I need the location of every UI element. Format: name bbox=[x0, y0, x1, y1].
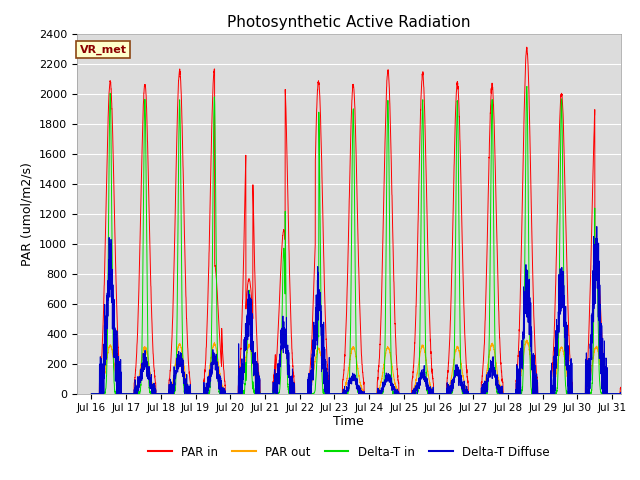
Legend: PAR in, PAR out, Delta-T in, Delta-T Diffuse: PAR in, PAR out, Delta-T in, Delta-T Dif… bbox=[143, 441, 554, 463]
X-axis label: Time: Time bbox=[333, 415, 364, 428]
Title: Photosynthetic Active Radiation: Photosynthetic Active Radiation bbox=[227, 15, 470, 30]
Text: VR_met: VR_met bbox=[79, 44, 127, 55]
Y-axis label: PAR (umol/m2/s): PAR (umol/m2/s) bbox=[20, 162, 33, 265]
